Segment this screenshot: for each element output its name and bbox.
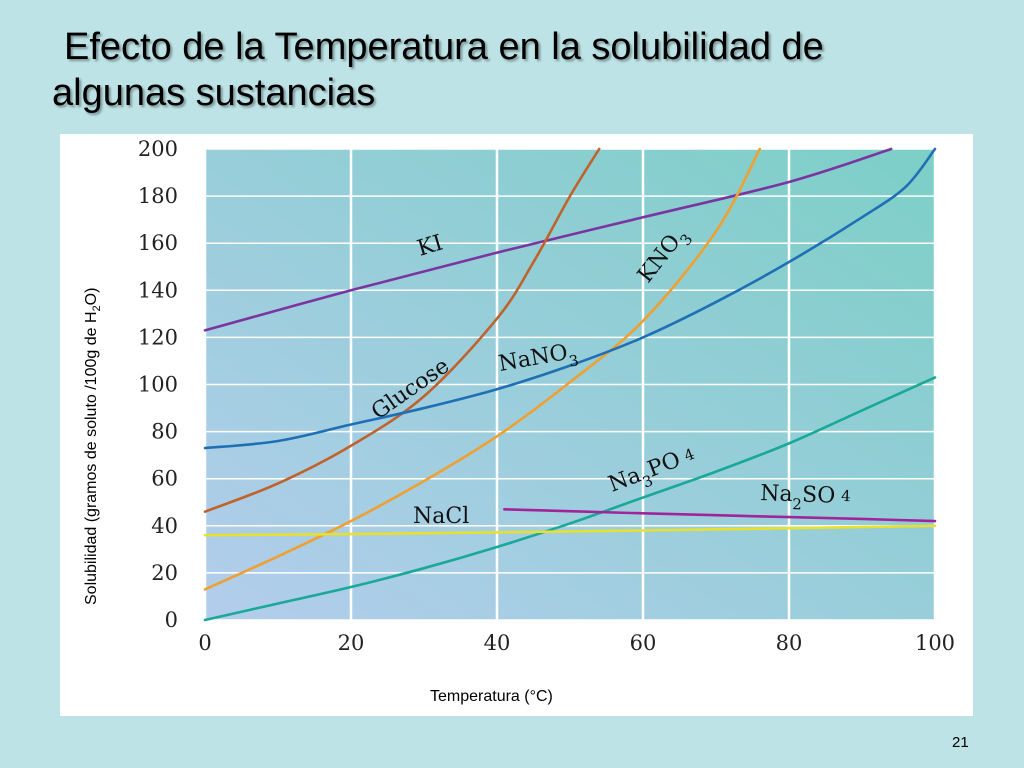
x-axis-label-text: Temperatura ( — [430, 688, 530, 705]
curve-label-subscript: 2 — [792, 495, 802, 513]
chart-frame: 0 20 40 60 80 100 120 140 160 180 200 0 20 40 60 80 100… — [60, 134, 973, 716]
curve-label-tail-subscript: 4 — [841, 487, 851, 505]
y-tick-label: 200 — [138, 137, 178, 161]
curve-label-tail: SO — [802, 482, 836, 508]
y-tick-label: 120 — [138, 325, 178, 349]
x-tick-label: 100 — [915, 631, 955, 655]
x-axis-label-unit: °C) — [529, 688, 553, 705]
series-line-glucose — [203, 147, 601, 513]
y-axis-label-subscript: 2 — [91, 305, 104, 312]
x-axis-label: Temperatura (°C) — [430, 688, 553, 706]
x-tick-label: 0 — [198, 631, 211, 655]
series-line-na2so4 — [503, 508, 937, 523]
x-tick-labels: 0 20 40 60 80 100 — [198, 631, 955, 655]
y-tick-label: 140 — [138, 278, 178, 302]
x-tick-label: 20 — [338, 631, 365, 655]
y-axis-label: Solubilidad (gramos de soluto /100g de H… — [83, 288, 103, 605]
series-line-nacl — [203, 524, 937, 537]
x-tick-label: 60 — [630, 631, 657, 655]
x-tick-label: 40 — [484, 631, 511, 655]
series-line-ki — [203, 147, 893, 332]
x-tick-label: 80 — [776, 631, 803, 655]
page-number: 21 — [952, 734, 969, 751]
y-axis-label-text: Solubilidad (gramos de soluto /100g de H — [83, 311, 100, 605]
y-axis-label-suffix: O) — [83, 287, 100, 306]
curve-label-subscript: 3 — [568, 351, 581, 370]
y-tick-label: 80 — [151, 420, 178, 444]
series-line-nano3 — [203, 147, 937, 450]
solubility-chart: 0 20 40 60 80 100 120 140 160 180 200 0 20 40 60 80 100… — [138, 137, 955, 655]
y-tick-labels: 0 20 40 60 80 100 120 140 160 180 200 — [138, 137, 178, 632]
series-lines — [203, 147, 937, 622]
slide-title: Efecto de la Temperatura en la solubilid… — [52, 24, 992, 116]
title-line-1: Efecto de la Temperatura en la solubilid… — [64, 26, 824, 68]
title-line-2: algunas sustancias — [52, 72, 376, 114]
curve-label-text: Na — [760, 481, 793, 507]
y-tick-label: 160 — [138, 231, 178, 255]
series-line-na3po4 — [203, 376, 937, 622]
y-tick-label: 180 — [138, 184, 178, 208]
y-tick-label: 20 — [151, 561, 178, 585]
series-line-kno3 — [203, 147, 762, 591]
y-tick-label: 0 — [165, 608, 178, 632]
curve-label-text: NaCl — [413, 504, 469, 529]
y-tick-label: 40 — [151, 514, 178, 538]
curve-label-nacl: NaCl — [413, 504, 469, 529]
curve-label-na2so4: Na2SO 4 — [760, 481, 852, 515]
y-tick-label: 60 — [151, 467, 178, 491]
y-tick-label: 100 — [138, 373, 178, 397]
